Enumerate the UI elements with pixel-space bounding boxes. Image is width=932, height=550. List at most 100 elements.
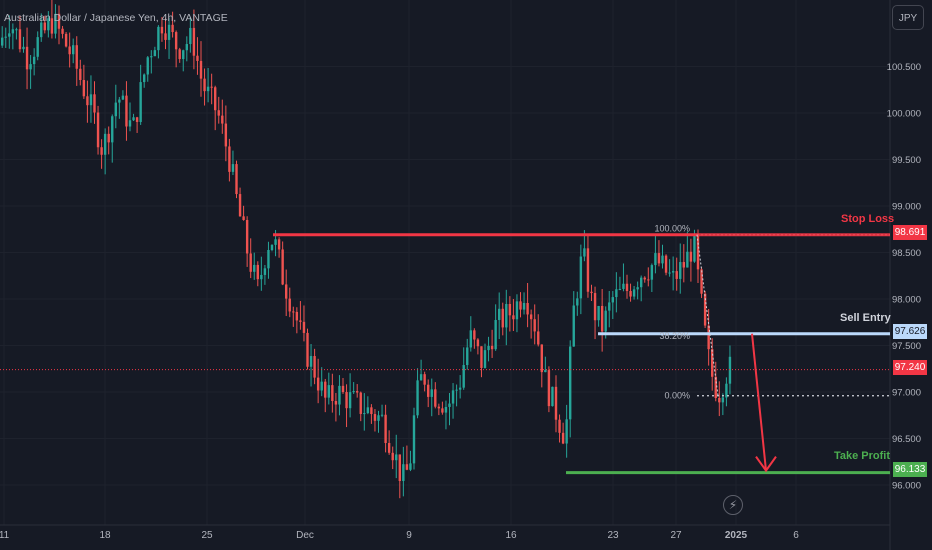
candle-body <box>703 293 707 326</box>
x-tick-label: 18 <box>99 530 111 541</box>
y-tick-label: 97.500 <box>892 341 921 352</box>
candle-body <box>437 406 441 409</box>
candle-body <box>157 26 160 51</box>
candle-body <box>79 68 82 81</box>
candle-body <box>476 339 480 347</box>
candle-body <box>206 86 210 92</box>
candle-body <box>586 248 590 292</box>
sell-entry-price-tag: 97.626 <box>893 324 927 339</box>
candle-body <box>228 146 231 172</box>
candle-body <box>171 24 174 33</box>
currency-button[interactable]: JPY <box>892 5 924 30</box>
candle-body <box>160 26 164 34</box>
candle-body <box>302 321 306 333</box>
candle-body <box>50 18 54 34</box>
candle-body <box>32 56 36 65</box>
candle-body <box>82 80 86 97</box>
candle-body <box>490 345 494 350</box>
candle-body <box>8 33 11 37</box>
candle-body <box>455 389 458 391</box>
candle-body <box>313 356 316 378</box>
candle-body <box>583 248 586 257</box>
candle-body <box>224 123 228 147</box>
candle-body <box>700 269 703 294</box>
candle-body <box>22 46 25 50</box>
candle-body <box>245 219 249 254</box>
candle-body <box>711 349 714 377</box>
candle-body <box>54 13 57 34</box>
candle-body <box>416 380 419 416</box>
candle-body <box>686 251 689 268</box>
candle-body <box>419 374 423 381</box>
candle-body <box>558 419 561 433</box>
candle-body <box>111 116 114 143</box>
candle-body <box>469 330 472 348</box>
candle-body <box>721 397 725 403</box>
candle-body <box>64 33 68 47</box>
y-tick-label: 97.000 <box>892 388 921 399</box>
candle-body <box>615 289 618 298</box>
candle-body <box>629 291 632 297</box>
candle-body <box>405 464 409 470</box>
candle-body <box>483 350 487 368</box>
candle-body <box>306 332 309 367</box>
candle-body <box>292 311 295 313</box>
candle-body <box>387 443 391 453</box>
candle-body <box>561 432 565 444</box>
candle-body <box>544 370 547 373</box>
candle-body <box>199 60 203 79</box>
candle-body <box>441 408 444 413</box>
candle-body <box>182 50 185 60</box>
candle-body <box>458 387 462 390</box>
take-profit-price-tag: 96.133 <box>893 462 927 477</box>
candle-body <box>231 164 235 172</box>
candle-body <box>380 414 384 416</box>
stop-loss-label: Stop Loss <box>841 213 895 225</box>
candle-body <box>529 314 533 320</box>
candle-body <box>174 32 178 50</box>
candle-body <box>444 406 448 413</box>
candle-body <box>47 18 50 31</box>
x-axis: 11 18 25 Dec 9 16 23 27 2025 6 <box>0 530 799 541</box>
x-tick-label: 11 <box>0 530 10 541</box>
candle-body <box>327 385 330 398</box>
candle-body <box>409 463 412 470</box>
candle-body <box>11 29 15 34</box>
candle-body <box>93 94 96 113</box>
candle-body <box>554 386 558 420</box>
candle-body <box>377 415 380 421</box>
candle-body <box>143 74 146 83</box>
candle-body <box>632 289 636 297</box>
candle-body <box>604 310 607 332</box>
candle-body <box>494 319 497 350</box>
x-tick-label: 2025 <box>725 530 748 541</box>
candle-body <box>263 268 267 275</box>
take-profit-label: Take Profit <box>834 450 891 462</box>
candle-body <box>238 194 242 217</box>
sell-arrow-head <box>755 456 777 473</box>
candle-body <box>320 381 323 391</box>
candle-body <box>235 164 238 195</box>
flash-icon[interactable]: ⚡ <box>723 495 743 515</box>
candle-body <box>391 452 394 461</box>
candle-body <box>373 414 377 421</box>
candle-body <box>661 255 664 264</box>
candle-body <box>540 344 543 373</box>
candle-body <box>728 356 732 384</box>
candle-body <box>214 87 217 111</box>
candle-body <box>242 216 245 220</box>
candle-body <box>86 96 89 106</box>
fib-38-label: 38.20% <box>659 331 690 341</box>
candle-body <box>249 253 252 272</box>
candle-body <box>462 365 465 388</box>
y-tick-label: 100.000 <box>887 109 921 120</box>
candle-body <box>600 305 604 332</box>
y-tick-label: 98.500 <box>892 248 921 259</box>
candle-body <box>565 419 568 444</box>
candle-body <box>696 235 700 270</box>
candle-body <box>636 287 639 290</box>
candle-body <box>288 298 291 312</box>
candle-body <box>647 279 650 281</box>
candle-body <box>43 22 46 31</box>
